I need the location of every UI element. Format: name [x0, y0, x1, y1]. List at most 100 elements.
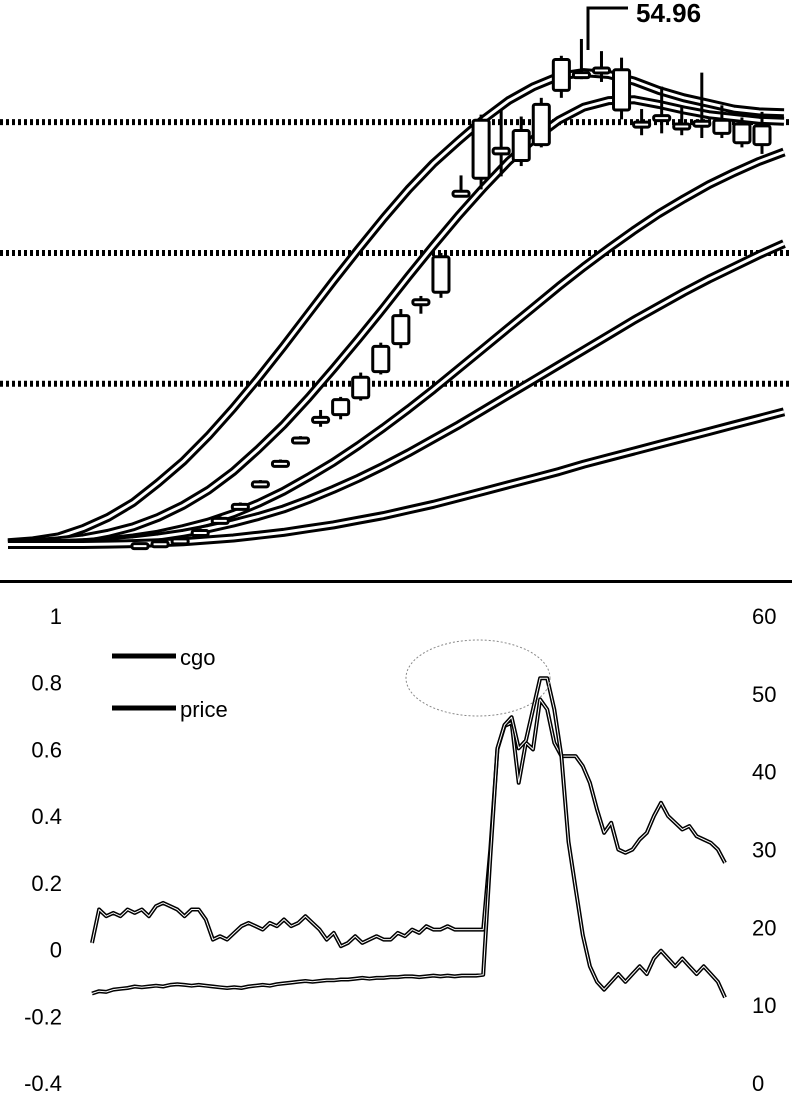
candle-25: [632, 109, 652, 136]
price-tag-label: 54.96: [636, 0, 701, 28]
right-tick-label: 40: [752, 760, 776, 785]
left-tick-label: 0.2: [31, 871, 62, 896]
panel-divider: [0, 580, 792, 583]
candle-body: [331, 398, 351, 417]
candle-body: [692, 119, 712, 128]
legend-item-price: price: [112, 697, 228, 722]
candle-2: [170, 537, 190, 546]
candle-body: [511, 129, 531, 162]
candle-body: [170, 537, 190, 546]
candle-9: [311, 409, 331, 427]
candle-3: [190, 528, 210, 538]
candle-body: [632, 120, 652, 129]
candle-31: [752, 111, 772, 154]
left-tick-label: -0.2: [24, 1004, 62, 1029]
candle-29: [712, 105, 732, 139]
candle-body: [130, 542, 150, 551]
candle-7: [270, 459, 290, 468]
candle-body: [491, 146, 511, 156]
right-tick-label: 30: [752, 838, 776, 863]
legend: cgo price: [112, 645, 228, 722]
ma-line-1: [7, 98, 785, 546]
left-tick-label: 0.4: [31, 804, 62, 829]
candle-4: [210, 516, 230, 525]
candle-13: [391, 309, 411, 349]
candle-30: [732, 117, 752, 148]
candle-5: [230, 502, 250, 511]
candle-body: [190, 529, 210, 538]
legend-label-price: price: [180, 697, 228, 722]
candle-28: [692, 72, 712, 139]
candle-26: [652, 86, 672, 134]
left-tick-label: -0.4: [24, 1071, 62, 1096]
candle-14: [411, 295, 431, 314]
candle-body: [351, 375, 371, 400]
price-tag-leader: [586, 6, 628, 50]
candle-body: [652, 114, 672, 123]
right-tick-label: 60: [752, 604, 776, 629]
series-line-cgo-highlight: [91, 698, 726, 947]
series-line-price: [91, 676, 727, 999]
price-tag: 54.96: [586, 0, 701, 50]
candle-body: [150, 540, 170, 549]
candle-20: [531, 97, 551, 148]
legend-label-cgo: cgo: [180, 645, 215, 670]
candle-body: [210, 516, 230, 525]
candle-11: [351, 372, 371, 401]
candle-body: [451, 189, 471, 198]
right-tick-label: 10: [752, 993, 776, 1018]
ma-line-2-outline: [7, 147, 786, 549]
moving-average-lines: [7, 68, 786, 549]
series-line-price-highlight: [91, 677, 726, 998]
reference-lines: [0, 119, 792, 387]
cgo-price-line-chart: 1 0.8 0.6 0.4 0.2 0 -0.2 -0.4 60 50 40 30 20 10 0 cgo…: [24, 604, 776, 1096]
candle-17: [471, 114, 491, 190]
candle-27: [672, 107, 692, 136]
candle-body: [431, 255, 451, 294]
candle-body: [471, 118, 491, 180]
candle-8: [290, 436, 311, 445]
left-tick-label: 1: [50, 604, 62, 629]
candle-body: [290, 436, 311, 445]
ma-line-0-outline: [7, 68, 785, 548]
candle-body: [672, 122, 692, 131]
candle-19: [511, 116, 531, 167]
candle-6: [250, 480, 270, 489]
left-axis-ticks: 1 0.8 0.6 0.4 0.2 0 -0.2 -0.4: [24, 604, 62, 1096]
candle-body: [250, 480, 270, 489]
candle-body: [752, 124, 772, 147]
candle-body: [612, 68, 632, 112]
candle-16: [451, 175, 471, 198]
candle-10: [331, 396, 351, 420]
candle-1: [150, 540, 170, 549]
left-tick-label: 0: [50, 938, 62, 963]
ma-line-0: [7, 71, 785, 545]
candle-body: [391, 314, 411, 346]
candle-body: [311, 415, 331, 424]
candle-body: [732, 122, 752, 145]
candle-body: [230, 502, 250, 511]
left-tick-label: 0.8: [31, 671, 62, 696]
candle-body: [571, 71, 591, 80]
left-tick-label: 0.6: [31, 737, 62, 762]
series-lines: [90, 676, 727, 999]
series-line-cgo: [90, 697, 727, 949]
candle-15: [431, 252, 451, 298]
candle-12: [371, 342, 391, 375]
candle-body: [591, 66, 612, 75]
candle-24: [612, 57, 632, 120]
candle-body: [371, 344, 391, 374]
candle-18: [491, 109, 511, 177]
candle-21: [551, 55, 571, 98]
right-axis-ticks: 60 50 40 30 20 10 0: [752, 604, 776, 1096]
candle-body: [270, 459, 290, 468]
peak-highlight-ellipse: [405, 639, 551, 717]
candle-23: [591, 51, 612, 82]
right-tick-label: 0: [752, 1071, 764, 1096]
candle-body: [551, 58, 571, 92]
candle-22: [571, 38, 591, 80]
right-tick-label: 20: [752, 915, 776, 940]
legend-item-cgo: cgo: [112, 645, 215, 670]
candle-body: [531, 102, 551, 147]
candle-body: [411, 298, 431, 307]
